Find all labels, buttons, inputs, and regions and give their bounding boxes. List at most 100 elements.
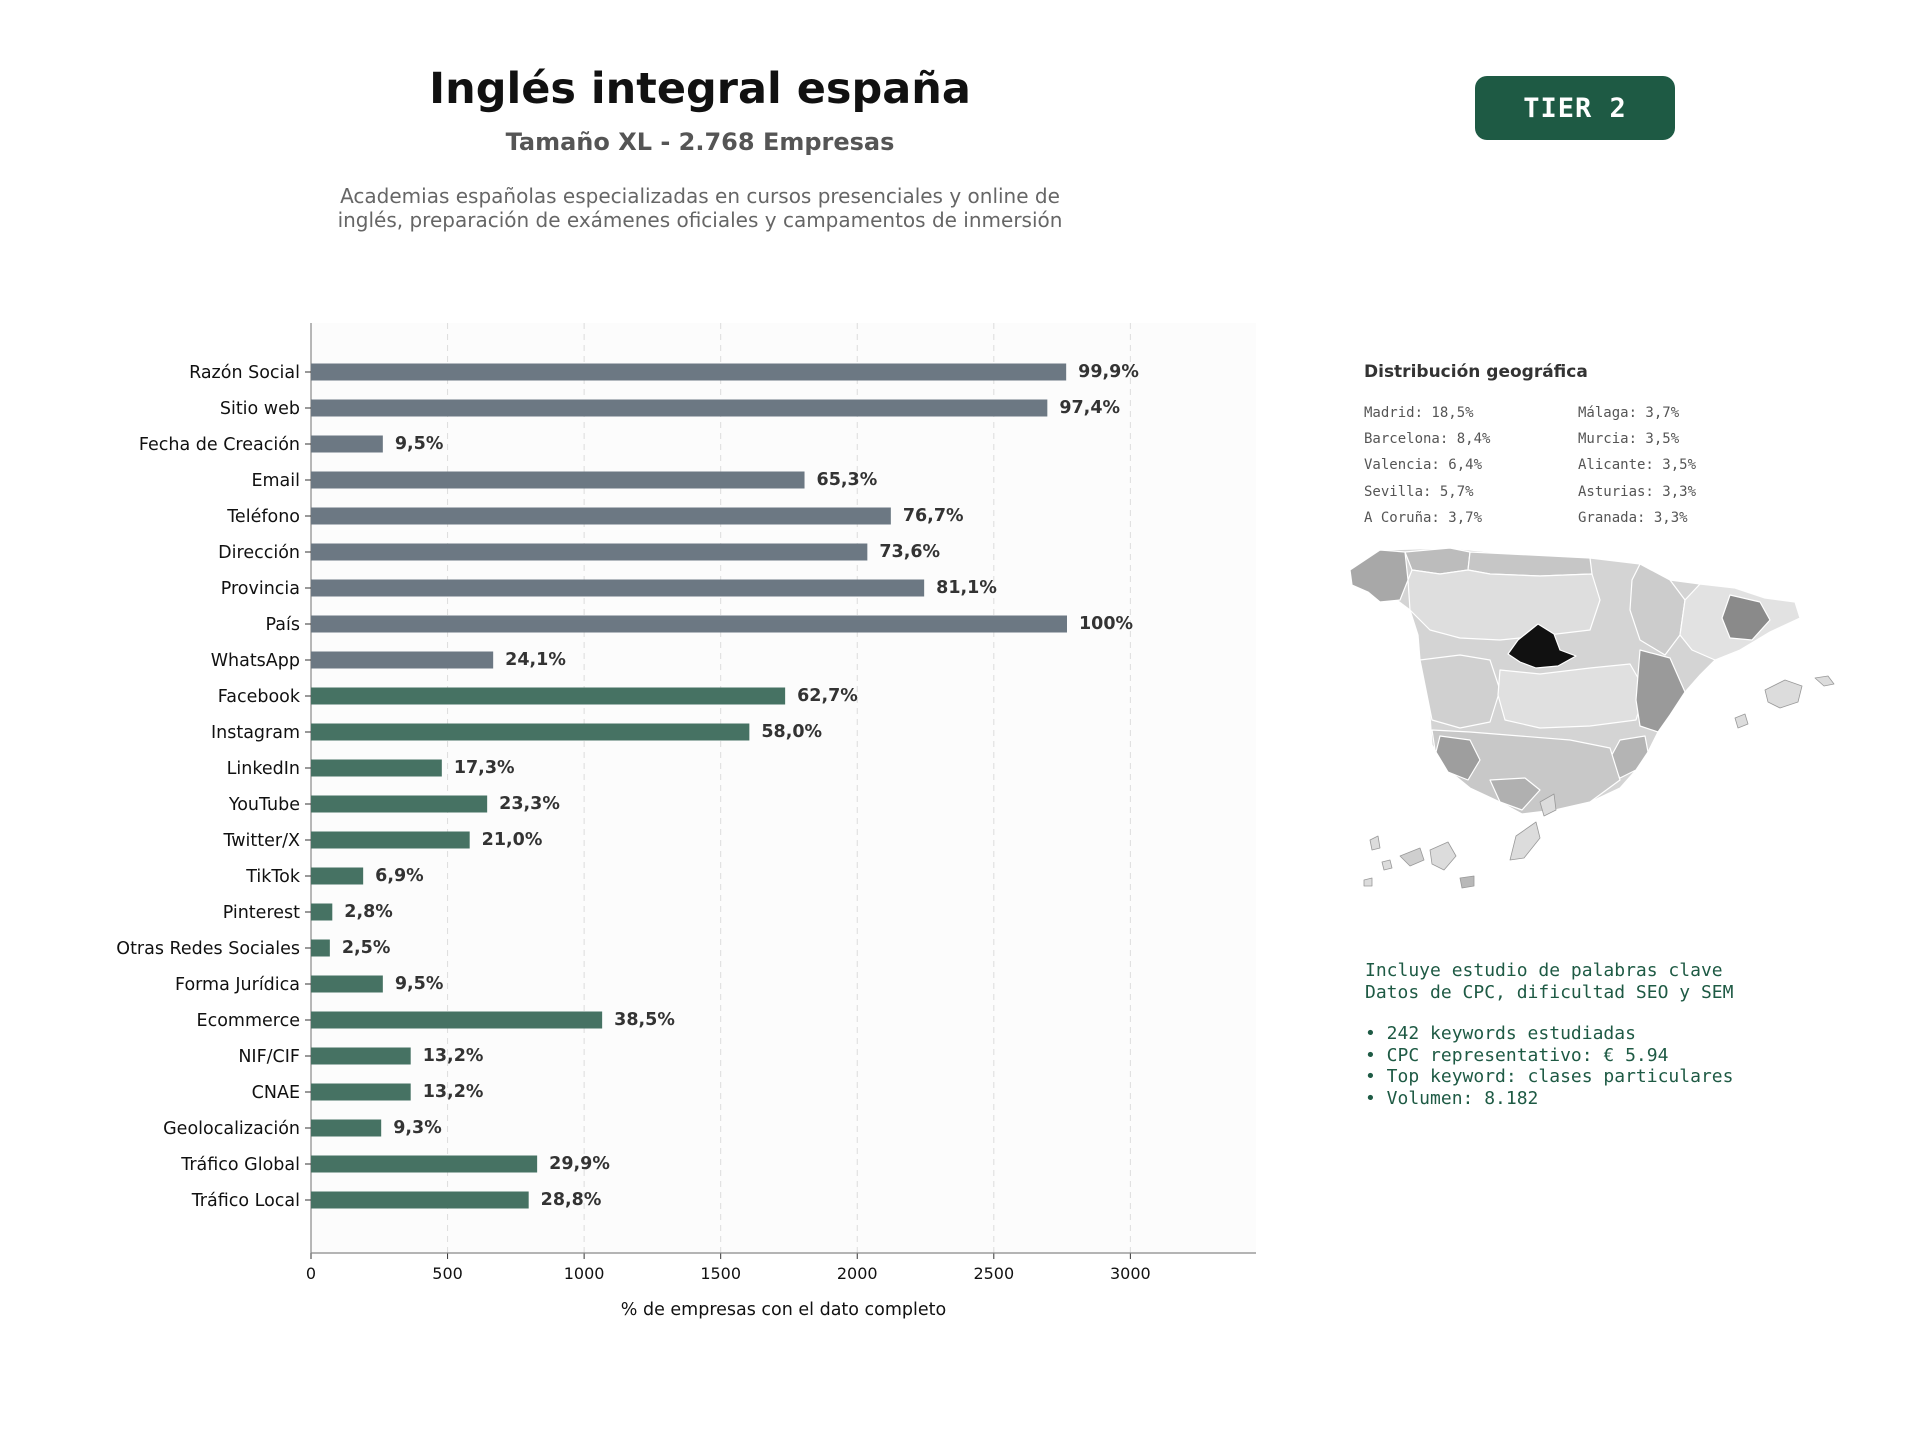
x-axis-label: % de empresas con el dato completo bbox=[621, 1300, 946, 1320]
geo-item: Alicante: 3,5% bbox=[1578, 457, 1697, 474]
y-tick-label: Email bbox=[251, 471, 300, 491]
map-canary-hierro bbox=[1363, 877, 1373, 887]
y-tick-label: Instagram bbox=[211, 723, 300, 743]
y-tick-label: NIF/CIF bbox=[238, 1047, 300, 1067]
data-label: 9,5% bbox=[395, 434, 444, 454]
y-tick-label: Otras Redes Sociales bbox=[116, 939, 300, 959]
map-canary-lapalma bbox=[1369, 835, 1381, 851]
map-canary-lanzarote bbox=[1539, 793, 1557, 817]
description-line-2: inglés, preparación de exámenes oficiale… bbox=[337, 208, 1063, 232]
y-tick-label: Tráfico Global bbox=[180, 1155, 300, 1175]
bar bbox=[311, 507, 891, 525]
bar bbox=[311, 399, 1048, 417]
y-tick-label: TikTok bbox=[245, 867, 301, 887]
geo-item: Asturias: 3,3% bbox=[1578, 483, 1697, 500]
bar bbox=[311, 759, 442, 777]
data-label: 76,7% bbox=[903, 506, 964, 526]
y-tick-label: CNAE bbox=[252, 1083, 300, 1103]
keyword-bullet: • 242 keywords estudiadas bbox=[1365, 1023, 1636, 1044]
bar bbox=[311, 687, 786, 705]
bar bbox=[311, 615, 1067, 633]
map-madrid bbox=[1507, 623, 1577, 669]
data-label: 81,1% bbox=[936, 578, 997, 598]
data-label: 6,9% bbox=[375, 866, 424, 886]
x-tick-label: 500 bbox=[432, 1264, 463, 1283]
data-label: 21,0% bbox=[482, 830, 543, 850]
data-label: 13,2% bbox=[423, 1046, 484, 1066]
spain-map bbox=[1349, 547, 1835, 889]
data-label: 28,8% bbox=[541, 1190, 602, 1210]
data-label: 9,3% bbox=[393, 1118, 442, 1138]
keyword-bullet: • CPC representativo: € 5.94 bbox=[1365, 1044, 1669, 1066]
y-tick-label: Sitio web bbox=[220, 399, 300, 419]
map-canary-fuerteventura bbox=[1509, 821, 1541, 861]
x-tick-label: 3000 bbox=[1110, 1264, 1151, 1283]
geo-item: Madrid: 18,5% bbox=[1364, 405, 1474, 421]
geo-item: Granada: 3,3% bbox=[1578, 509, 1688, 526]
map-valencia bbox=[1635, 649, 1686, 733]
plot-area bbox=[311, 323, 1256, 1253]
geo-item: Málaga: 3,7% bbox=[1578, 405, 1680, 421]
data-label: 38,5% bbox=[614, 1010, 675, 1030]
keyword-bullet: • Volumen: 8.182 bbox=[1365, 1087, 1539, 1109]
bar bbox=[311, 363, 1067, 381]
geo-item: Valencia: 6,4% bbox=[1364, 457, 1483, 474]
bar bbox=[311, 1155, 538, 1173]
x-tick-label: 0 bbox=[306, 1264, 316, 1283]
bar bbox=[311, 1191, 529, 1209]
y-tick-label: LinkedIn bbox=[227, 759, 300, 779]
bar bbox=[311, 939, 330, 957]
bar bbox=[311, 435, 383, 453]
data-label: 29,9% bbox=[549, 1154, 610, 1174]
map-malaga bbox=[1489, 777, 1541, 811]
map-north-coast bbox=[1467, 551, 1593, 577]
bar bbox=[311, 579, 925, 597]
y-tick-label: Provincia bbox=[221, 579, 300, 599]
page-description: Academias españolas especializadas en cu… bbox=[300, 184, 1100, 232]
data-label: 2,5% bbox=[342, 938, 391, 958]
data-label: 24,1% bbox=[505, 650, 566, 670]
data-label: 17,3% bbox=[454, 758, 515, 778]
bar bbox=[311, 795, 488, 813]
map-barcelona bbox=[1721, 594, 1771, 641]
y-tick-label: Forma Jurídica bbox=[175, 975, 300, 995]
y-tick-label: Fecha de Creación bbox=[139, 435, 300, 455]
bar bbox=[311, 651, 494, 669]
x-tick-label: 1500 bbox=[700, 1264, 741, 1283]
keyword-bullet: • Top keyword: clases particulares bbox=[1365, 1066, 1734, 1087]
y-tick-label: Facebook bbox=[218, 687, 301, 707]
map-galicia bbox=[1349, 549, 1409, 603]
data-label: 9,5% bbox=[395, 974, 444, 994]
y-tick-label: Razón Social bbox=[189, 363, 300, 383]
map-canary-gomera bbox=[1381, 859, 1393, 871]
bar bbox=[311, 543, 868, 561]
description-line-1: Academias españolas especializadas en cu… bbox=[340, 184, 1060, 208]
geo-item: Sevilla: 5,7% bbox=[1364, 483, 1474, 500]
bar bbox=[311, 1047, 411, 1065]
y-tick-label: YouTube bbox=[228, 795, 300, 815]
bar bbox=[311, 1119, 382, 1137]
keywords-line-2: Datos de CPC, dificultad SEO y SEM bbox=[1365, 981, 1734, 1003]
map-castilla-mancha bbox=[1497, 663, 1646, 729]
map-extremadura bbox=[1419, 654, 1501, 729]
geo-list-left: Madrid: 18,5% Barcelona: 8,4% Valencia: … bbox=[1364, 400, 1490, 531]
data-label: 65,3% bbox=[817, 470, 878, 490]
y-tick-label: País bbox=[266, 615, 300, 635]
bar bbox=[311, 471, 805, 489]
tier-badge: TIER 2 bbox=[1475, 76, 1675, 140]
map-ibiza bbox=[1734, 713, 1749, 729]
data-label: 100% bbox=[1079, 614, 1133, 634]
map-aragon bbox=[1629, 563, 1686, 656]
data-label: 23,3% bbox=[499, 794, 560, 814]
y-tick-label: WhatsApp bbox=[211, 651, 300, 671]
page-subtitle: Tamaño XL - 2.768 Empresas bbox=[505, 128, 895, 156]
bar bbox=[311, 903, 333, 921]
keywords-spacer bbox=[1365, 1003, 1733, 1023]
x-tick-label: 2500 bbox=[973, 1264, 1014, 1283]
page-title: Inglés integral españa bbox=[429, 64, 971, 114]
data-label: 73,6% bbox=[879, 542, 940, 562]
x-tick-label: 2000 bbox=[837, 1264, 878, 1283]
bar bbox=[311, 975, 383, 993]
map-canary-gran-canaria bbox=[1429, 841, 1457, 871]
data-label: 58,0% bbox=[761, 722, 822, 742]
